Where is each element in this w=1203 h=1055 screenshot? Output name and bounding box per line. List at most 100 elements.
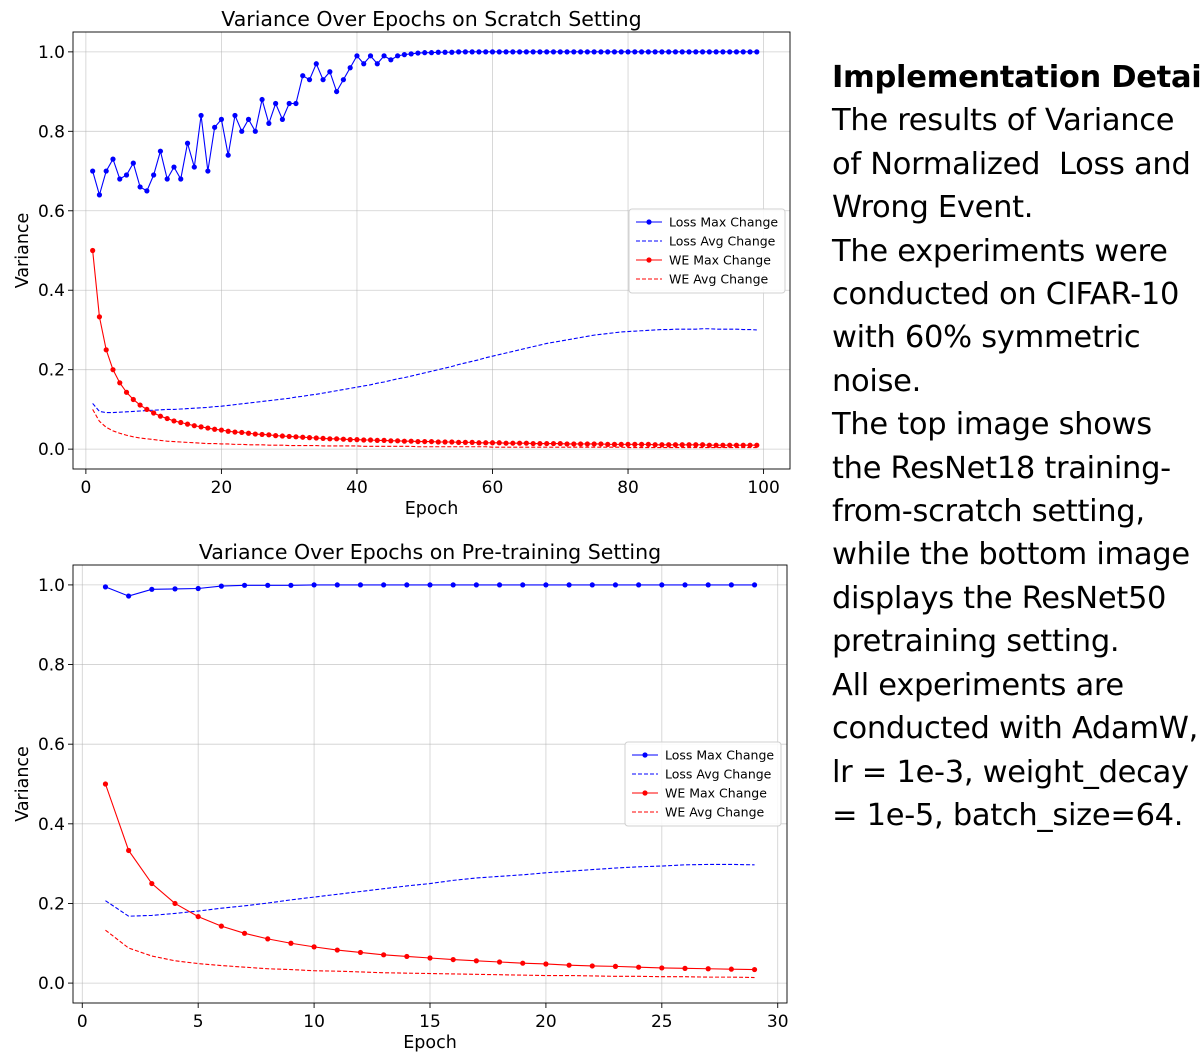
data-point-we-max-change xyxy=(564,441,570,447)
y-axis-label: Variance xyxy=(13,213,33,289)
data-point-we-max-change xyxy=(682,965,688,971)
data-point-loss-max-change xyxy=(404,582,410,588)
data-point-we-max-change xyxy=(652,442,658,448)
data-point-loss-max-change xyxy=(340,77,346,83)
y-tick-label: 0.0 xyxy=(38,440,65,460)
side-text-line: = 1e-5, batch_size=64. xyxy=(832,797,1184,833)
data-point-loss-max-change xyxy=(686,49,692,55)
data-point-loss-max-change xyxy=(354,53,360,59)
data-point-loss-max-change xyxy=(259,96,265,103)
data-point-loss-max-change xyxy=(679,49,685,55)
data-point-we-max-change xyxy=(205,425,211,431)
data-point-loss-max-change xyxy=(618,49,624,55)
data-point-loss-max-change xyxy=(172,586,178,592)
data-point-loss-max-change xyxy=(90,168,96,174)
side-text-line: of Normalized Loss and xyxy=(832,146,1191,182)
pretraining-setting-chart: 0 5 10 15 20 25 30 0.0 0.2 0.4 0.6 0.8 1.0 Variance O… xyxy=(13,540,789,1053)
data-point-loss-max-change xyxy=(699,49,706,55)
data-point-we-max-change xyxy=(415,438,421,445)
data-point-we-max-change xyxy=(357,949,364,956)
data-point-we-max-change xyxy=(679,442,685,448)
legend-label-loss-max-change: Loss Max Change xyxy=(665,748,774,763)
legend-marker-loss-max-change xyxy=(642,752,648,758)
data-point-loss-max-change xyxy=(449,49,455,55)
data-point-we-max-change xyxy=(191,423,197,429)
data-point-loss-max-change xyxy=(320,77,326,83)
data-point-loss-max-change xyxy=(241,582,248,588)
data-point-we-max-change xyxy=(172,900,178,907)
data-point-we-max-change xyxy=(347,437,353,443)
data-point-we-max-change xyxy=(102,781,109,787)
data-point-we-max-change xyxy=(334,436,340,442)
x-tick-label: 25 xyxy=(651,1012,673,1032)
data-point-we-max-change xyxy=(591,441,597,447)
y-axis-label: Variance xyxy=(13,746,33,822)
data-point-loss-max-change xyxy=(659,582,665,588)
data-point-loss-max-change xyxy=(293,100,299,107)
data-point-we-max-change xyxy=(245,430,252,436)
series-line-loss-avg-change xyxy=(105,863,755,917)
data-point-loss-max-change xyxy=(672,49,679,55)
data-point-loss-max-change xyxy=(313,61,319,67)
data-point-we-max-change xyxy=(571,441,577,447)
data-point-we-max-change xyxy=(636,964,642,970)
data-point-we-max-change xyxy=(435,439,441,445)
y-tick-label: 0.8 xyxy=(38,656,65,676)
data-point-loss-max-change xyxy=(435,49,441,55)
side-text-line: The experiments were xyxy=(832,233,1168,269)
data-point-we-max-change xyxy=(720,442,726,448)
data-point-we-max-change xyxy=(374,437,380,443)
data-point-loss-max-change xyxy=(566,582,572,588)
data-point-loss-max-change xyxy=(103,168,109,174)
data-point-loss-max-change xyxy=(751,582,758,588)
data-point-we-max-change xyxy=(422,438,428,445)
data-point-loss-max-change xyxy=(652,49,658,55)
data-point-we-max-change xyxy=(550,440,557,447)
side-text-line: The top image shows xyxy=(832,407,1152,443)
data-point-loss-max-change xyxy=(666,49,672,55)
y-tick-label: 0.4 xyxy=(38,281,65,301)
data-point-we-max-change xyxy=(340,436,346,442)
series-line-we-avg-change xyxy=(92,409,757,449)
y-tick-label: 0.4 xyxy=(38,815,65,835)
data-point-we-max-change xyxy=(149,880,155,887)
data-point-we-max-change xyxy=(618,441,624,447)
side-text-line: displays the ResNet50 xyxy=(832,580,1167,616)
data-point-we-max-change xyxy=(266,432,272,438)
data-point-we-max-change xyxy=(103,347,109,353)
data-point-we-max-change xyxy=(157,413,164,419)
data-point-we-max-change xyxy=(428,438,435,445)
data-point-loss-max-change xyxy=(273,100,279,107)
y-tick-label: 0.8 xyxy=(38,122,65,142)
data-point-loss-max-change xyxy=(334,582,340,588)
data-point-we-max-change xyxy=(404,953,410,960)
data-point-loss-max-change xyxy=(218,583,224,589)
data-point-loss-max-change xyxy=(544,49,550,55)
legend-label-loss-max-change: Loss Max Change xyxy=(669,215,778,230)
x-tick-label: 30 xyxy=(767,1012,789,1032)
data-point-loss-max-change xyxy=(625,49,631,55)
data-point-loss-max-change xyxy=(123,172,130,178)
data-point-loss-max-change xyxy=(164,176,170,182)
data-point-we-max-change xyxy=(740,442,746,448)
data-point-loss-max-change xyxy=(473,582,479,588)
data-point-we-max-change xyxy=(427,955,433,961)
data-point-loss-max-change xyxy=(306,77,313,83)
data-point-loss-max-change xyxy=(682,582,688,588)
legend-marker-we-max-change xyxy=(642,790,648,796)
data-point-loss-max-change xyxy=(374,61,380,67)
x-tick-label: 80 xyxy=(617,478,639,498)
x-tick-label: 40 xyxy=(346,478,368,498)
data-point-loss-max-change xyxy=(659,49,665,55)
data-point-we-max-change xyxy=(381,437,387,443)
data-point-we-max-change xyxy=(754,442,760,448)
data-point-we-max-change xyxy=(388,438,394,444)
data-point-we-max-change xyxy=(747,442,753,448)
data-point-we-max-change xyxy=(178,419,184,426)
side-text-line: conducted on CIFAR-10 xyxy=(832,277,1180,313)
implementation-details-text: Implementation Details The results of Va… xyxy=(832,56,1203,837)
data-point-loss-max-change xyxy=(727,49,733,55)
data-point-we-max-change xyxy=(286,433,292,440)
data-point-loss-max-change xyxy=(591,49,597,55)
data-point-we-max-change xyxy=(612,963,619,969)
